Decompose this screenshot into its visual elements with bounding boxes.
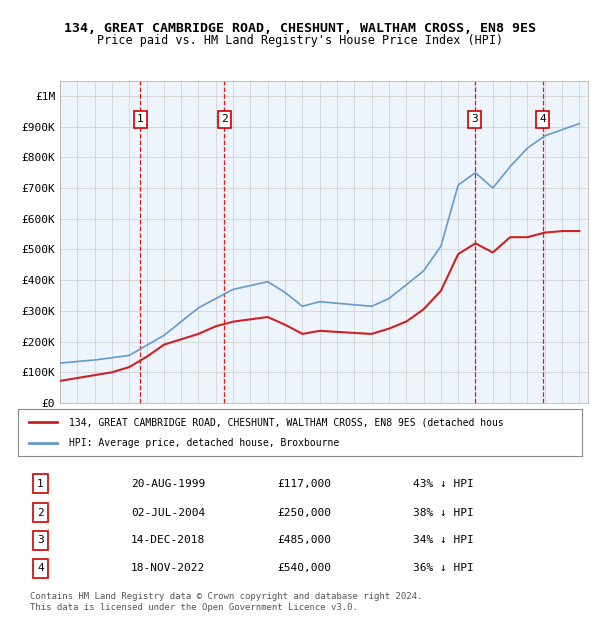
Text: 3: 3 — [471, 114, 478, 124]
Text: 4: 4 — [539, 114, 546, 124]
Text: 4: 4 — [37, 564, 44, 574]
Text: 3: 3 — [37, 536, 44, 546]
Text: 02-JUL-2004: 02-JUL-2004 — [131, 508, 205, 518]
Text: 2: 2 — [221, 114, 228, 124]
Text: 38% ↓ HPI: 38% ↓ HPI — [413, 508, 473, 518]
Text: £485,000: £485,000 — [277, 536, 331, 546]
Text: HPI: Average price, detached house, Broxbourne: HPI: Average price, detached house, Brox… — [69, 438, 339, 448]
Text: Price paid vs. HM Land Registry's House Price Index (HPI): Price paid vs. HM Land Registry's House … — [97, 34, 503, 47]
Text: 36% ↓ HPI: 36% ↓ HPI — [413, 564, 473, 574]
Text: £117,000: £117,000 — [277, 479, 331, 489]
Text: 134, GREAT CAMBRIDGE ROAD, CHESHUNT, WALTHAM CROSS, EN8 9ES (detached hous: 134, GREAT CAMBRIDGE ROAD, CHESHUNT, WAL… — [69, 417, 503, 427]
Text: 14-DEC-2018: 14-DEC-2018 — [131, 536, 205, 546]
Text: 1: 1 — [137, 114, 143, 124]
Text: £540,000: £540,000 — [277, 564, 331, 574]
Text: 43% ↓ HPI: 43% ↓ HPI — [413, 479, 473, 489]
Text: 1: 1 — [37, 479, 44, 489]
Text: 2: 2 — [37, 508, 44, 518]
Text: 20-AUG-1999: 20-AUG-1999 — [131, 479, 205, 489]
Text: 18-NOV-2022: 18-NOV-2022 — [131, 564, 205, 574]
Text: £250,000: £250,000 — [277, 508, 331, 518]
Text: 34% ↓ HPI: 34% ↓ HPI — [413, 536, 473, 546]
Text: Contains HM Land Registry data © Crown copyright and database right 2024.
This d: Contains HM Land Registry data © Crown c… — [30, 592, 422, 611]
Text: 134, GREAT CAMBRIDGE ROAD, CHESHUNT, WALTHAM CROSS, EN8 9ES: 134, GREAT CAMBRIDGE ROAD, CHESHUNT, WAL… — [64, 22, 536, 35]
